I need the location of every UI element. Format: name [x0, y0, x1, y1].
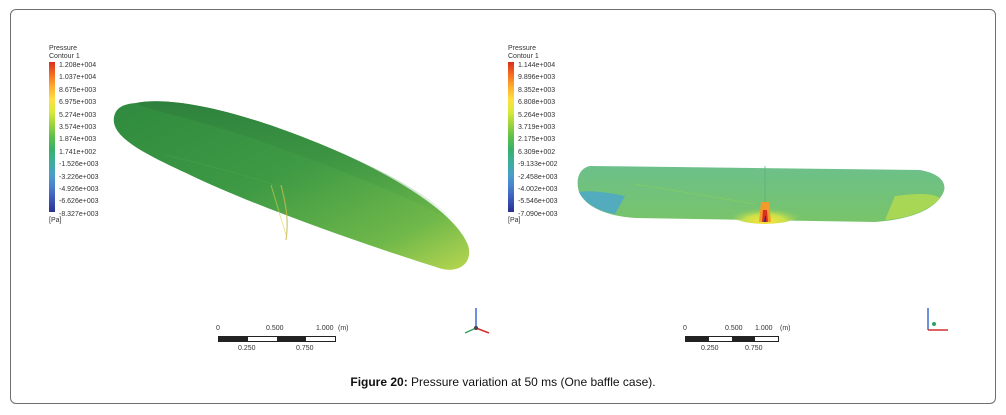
legend-title: Pressure [49, 45, 78, 52]
legend-subtitle: Contour 1 [508, 53, 539, 60]
scale-tick-label: 0.500 [725, 325, 743, 332]
legend-value: 1.874e+003 [59, 136, 97, 144]
legend-value: -9.133e+002 [518, 161, 558, 169]
legend-value: 2.175e+003 [518, 136, 556, 144]
caption-text: Pressure variation at 50 ms (One baffle … [407, 375, 656, 389]
colorbar [508, 62, 514, 212]
figure-frame: Pressure Contour 1 1.208e+004 1.037e+004… [10, 9, 996, 404]
scale-bar [218, 336, 336, 342]
scale-tick-label: 0 [683, 325, 687, 332]
legend-subtitle: Contour 1 [49, 53, 80, 60]
legend-value: -1.526e+003 [59, 161, 99, 169]
scale-tick-label: 0.750 [745, 345, 763, 352]
colorbar [49, 62, 55, 212]
legend-value: 8.352e+003 [518, 86, 556, 94]
caption-label: Figure 20: [350, 375, 408, 389]
legend-value: -8.327e+003 [59, 210, 99, 218]
right-legend: Pressure Contour 1 1.144e+004 9.896e+003… [508, 45, 598, 235]
scale-unit: (m) [338, 325, 349, 332]
left-legend: Pressure Contour 1 1.208e+004 1.037e+004… [49, 45, 139, 225]
legend-title: Pressure [508, 45, 537, 52]
figure-caption: Figure 20: Pressure variation at 50 ms (… [11, 375, 995, 389]
scale-tick-label: 1.000 [755, 325, 773, 332]
scale-tick-label: 0.250 [238, 345, 256, 352]
axis-triad-icon [464, 308, 490, 334]
legend-value: -3.226e+003 [59, 173, 99, 181]
scale-tick-label: 0 [216, 325, 220, 332]
legend-value: 1.144e+004 [518, 62, 556, 69]
legend-value: 8.675e+003 [59, 86, 97, 94]
scale-tick-label: 0.500 [266, 325, 284, 332]
right-scale-bar: 0 0.500 1.000 (m) 0.250 0.750 [683, 325, 833, 355]
legend-unit: [Pa] [508, 217, 521, 224]
legend-value: 3.719e+003 [518, 123, 556, 131]
legend-value: 1.741e+002 [59, 148, 97, 156]
left-tank-contour [113, 101, 470, 270]
legend-value: 1.208e+004 [59, 62, 97, 69]
legend-value: -5.546e+003 [518, 198, 558, 206]
legend-value: -4.926e+003 [59, 185, 99, 193]
legend-value: 6.309e+002 [518, 148, 556, 156]
scale-tick-label: 1.000 [316, 325, 334, 332]
legend-value: 5.264e+003 [518, 111, 556, 119]
legend-value: 6.975e+003 [59, 99, 97, 107]
axis-triad-icon [927, 308, 948, 331]
legend-unit: [Pa] [49, 217, 62, 224]
legend-value: 6.808e+003 [518, 99, 556, 107]
left-panel: Pressure Contour 1 1.208e+004 1.037e+004… [11, 10, 503, 403]
scale-unit: (m) [780, 325, 791, 332]
legend-value: -6.626e+003 [59, 198, 99, 206]
legend-value: 1.037e+004 [59, 74, 97, 82]
scale-bar [685, 336, 779, 342]
left-scale-bar: 0 0.500 1.000 (m) 0.250 0.750 [216, 325, 366, 355]
right-panel: Pressure Contour 1 1.144e+004 9.896e+003… [503, 10, 995, 403]
legend-value: -2.458e+003 [518, 173, 558, 181]
scale-tick-label: 0.250 [701, 345, 719, 352]
right-tank-contour [577, 166, 945, 224]
legend-value: 5.274e+003 [59, 111, 97, 119]
legend-value: 9.896e+003 [518, 74, 556, 82]
scale-tick-label: 0.750 [296, 345, 314, 352]
legend-value: -7.090e+003 [518, 210, 558, 218]
legend-value: 3.574e+003 [59, 123, 97, 131]
legend-value: -4.002e+003 [518, 185, 558, 193]
